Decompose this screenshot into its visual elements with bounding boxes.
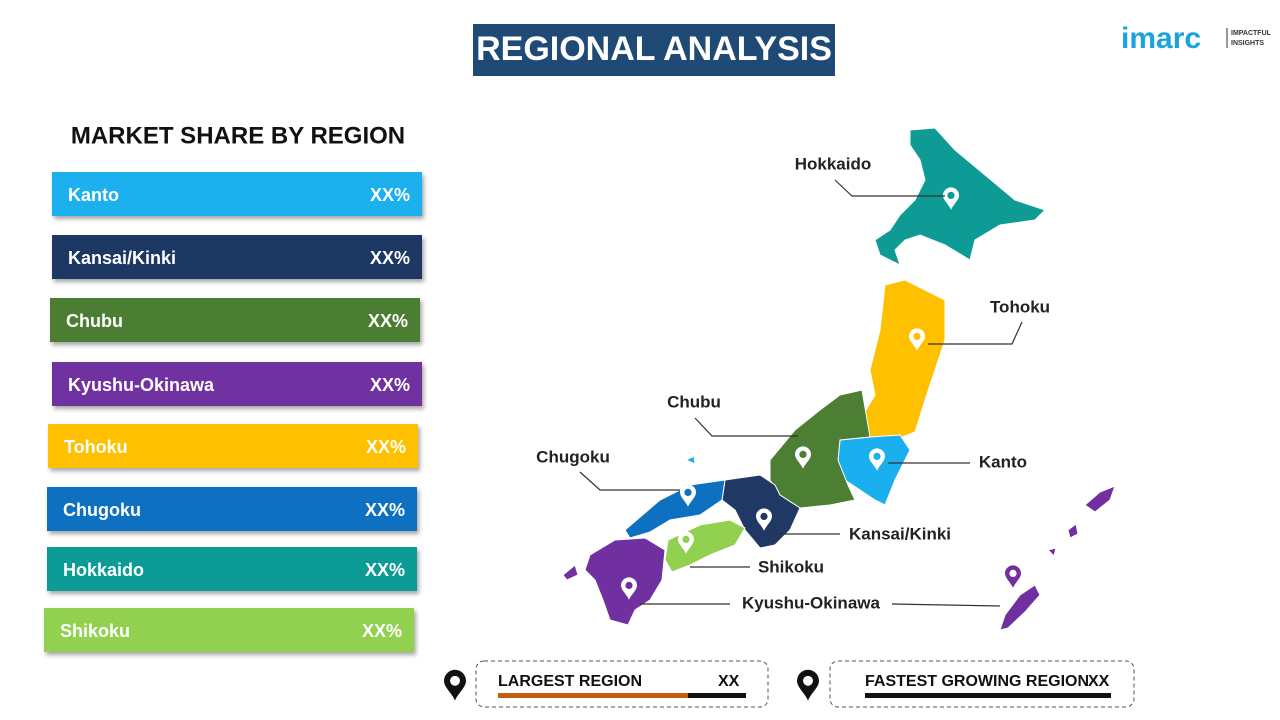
region-name: Kansai/Kinki — [68, 248, 176, 268]
region-share: XX% — [370, 248, 410, 268]
footer-label: LARGEST REGION — [498, 673, 642, 690]
map-label: Shikoku — [758, 557, 824, 576]
share-bar — [52, 235, 422, 279]
region-shikoku — [664, 519, 746, 573]
pin-hole — [803, 675, 813, 686]
pin-hole — [760, 512, 768, 521]
region-share: XX% — [362, 621, 402, 641]
pin-hole — [682, 535, 690, 544]
region-hokkaido — [874, 127, 1046, 266]
footer-bar — [865, 693, 1111, 698]
leader-line — [928, 321, 1023, 345]
title: REGIONAL ANALYSIS — [476, 30, 832, 68]
leader-line — [694, 417, 798, 437]
pin-hole — [873, 452, 881, 460]
region-islands — [684, 455, 696, 465]
region-islands — [1084, 485, 1116, 513]
region-share: XX% — [370, 185, 410, 205]
map-label: Kyushu-Okinawa — [742, 593, 880, 612]
pin-hole — [625, 581, 633, 590]
region-share: XX% — [366, 437, 406, 457]
footer-value: XX — [1088, 673, 1110, 690]
map-label: Chubu — [667, 392, 721, 411]
footer-bar — [688, 693, 746, 698]
map-label: Kanto — [979, 452, 1027, 471]
pin-hole — [799, 450, 807, 458]
footer-box — [829, 660, 1135, 708]
share-bar — [47, 547, 417, 591]
leaders — [579, 179, 1023, 607]
share-bar — [47, 487, 417, 531]
region-name: Kanto — [68, 185, 119, 205]
region-chugoku — [624, 479, 726, 539]
region-share: XX% — [365, 500, 405, 520]
share-bar — [52, 362, 422, 406]
region-name: Shikoku — [60, 621, 130, 641]
region-okinawa — [999, 584, 1041, 631]
pin-hole — [947, 191, 955, 199]
region-islands — [1067, 523, 1079, 539]
map-label: Kansai/Kinki — [849, 524, 951, 543]
region-islands — [562, 564, 579, 581]
logo: imarc — [1121, 22, 1201, 55]
footer-bar — [498, 693, 688, 698]
footer-value: XX — [718, 673, 740, 690]
title-box — [473, 24, 835, 76]
footer-label: FASTEST GROWING REGION — [865, 673, 1089, 690]
footer-box — [475, 660, 769, 708]
region-share: XX% — [365, 560, 405, 580]
pins — [621, 187, 1021, 600]
map-label: Hokkaido — [795, 154, 872, 173]
panel-title: MARKET SHARE BY REGION — [71, 122, 405, 149]
region-tohoku — [859, 279, 946, 441]
logo-tagline: INSIGHTS — [1231, 40, 1264, 47]
map-label: Chugoku — [536, 447, 610, 466]
region-name: Hokkaido — [63, 560, 144, 580]
leader-line — [579, 471, 680, 491]
region-name: Kyushu-Okinawa — [68, 375, 215, 395]
leader-line — [834, 179, 945, 197]
share-bar — [50, 298, 420, 342]
map-label: Tohoku — [990, 297, 1050, 316]
pin-hole — [913, 332, 921, 340]
share-bar — [52, 172, 422, 216]
leader-line — [891, 603, 1001, 607]
share-bar — [48, 424, 418, 468]
pin-hole — [684, 488, 692, 496]
region-name: Tohoku — [64, 437, 128, 457]
region-share: XX% — [370, 375, 410, 395]
pin-hole — [1009, 569, 1017, 578]
region-name: Chugoku — [63, 500, 141, 520]
pin-hole — [450, 675, 460, 686]
region-share: XX% — [368, 311, 408, 331]
share-bar — [44, 608, 414, 652]
map — [562, 127, 1116, 631]
region-islands — [1047, 547, 1057, 557]
logo-tagline: IMPACTFUL — [1231, 30, 1272, 37]
region-name: Chubu — [66, 311, 123, 331]
